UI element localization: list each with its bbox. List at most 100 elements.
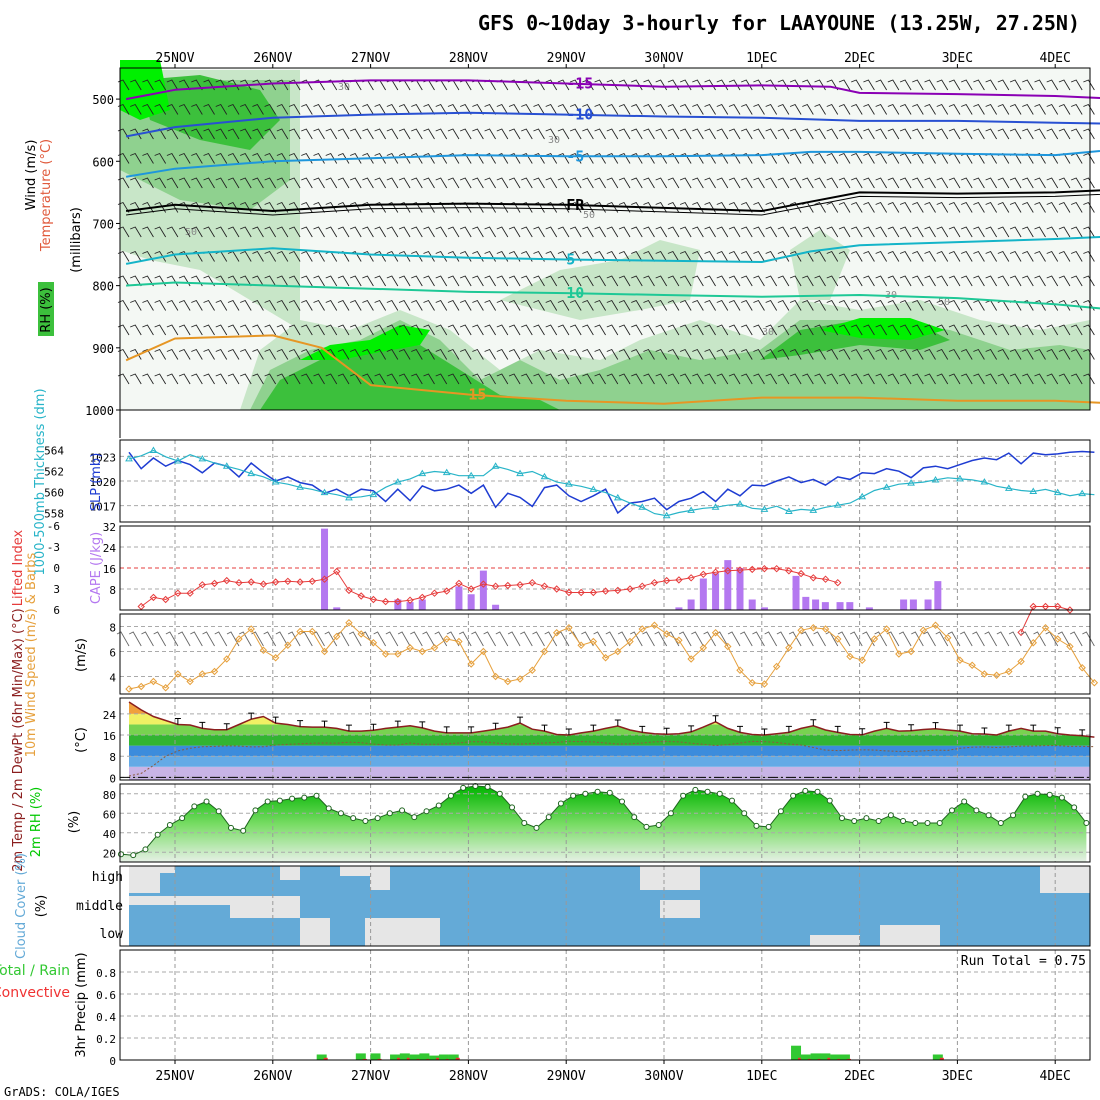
wind-barb: [961, 250, 973, 262]
wind-barb: [851, 373, 863, 385]
wind-barb-10m: [495, 631, 509, 647]
wind-barb: [386, 324, 399, 336]
wind-barb: [130, 79, 142, 91]
temp-minmax-marker: [712, 715, 719, 722]
wind-barb: [667, 103, 680, 115]
wind-barb: [203, 201, 215, 213]
rh-point: [594, 788, 601, 795]
wind-barb: [264, 201, 277, 213]
wind-barb: [1083, 324, 1095, 336]
rh-point: [227, 824, 234, 831]
wind-barb: [276, 177, 289, 189]
lifted-index-point: [418, 593, 426, 602]
slp-axis-title: SLP (mb): [89, 453, 104, 512]
wind-barb: [130, 324, 142, 336]
wind-barb: [533, 299, 545, 311]
wind-barb-10m: [935, 631, 949, 647]
rh-shading-lowlevel-green-1: [260, 345, 560, 410]
wind-barb: [374, 226, 387, 238]
wind-barb: [679, 275, 692, 287]
wind-barb: [618, 226, 631, 238]
wind-barb: [1058, 324, 1071, 336]
wind-barb: [838, 128, 851, 140]
wind-barb: [582, 250, 594, 262]
wind-barb: [484, 275, 496, 287]
wind-barb: [741, 275, 753, 287]
wind-barb: [912, 299, 924, 311]
wind-barb: [142, 103, 154, 115]
rh-point: [435, 802, 442, 809]
wind-barb: [288, 324, 301, 336]
wind-barb: [191, 177, 203, 189]
wind-barb: [973, 250, 985, 262]
bottom-date-label: 28NOV: [449, 1069, 488, 1084]
wind-barb: [288, 299, 301, 311]
wind-barb: [765, 299, 778, 311]
wind-barb: [643, 373, 655, 385]
wind-barb-10m: [263, 631, 277, 647]
thickness-point: [198, 454, 207, 462]
cape-bar: [934, 581, 942, 610]
lifted-index-point: [223, 576, 231, 585]
wind-speed-point: [369, 639, 378, 647]
wind-barb: [459, 324, 472, 336]
wind-barb: [569, 128, 582, 140]
wind-barb: [875, 373, 888, 385]
slp-tick-label: 1023: [90, 451, 117, 464]
wind-barb: [802, 324, 814, 336]
wind-barb: [753, 128, 765, 140]
rh-point: [936, 820, 943, 826]
lifted-index-point: [516, 581, 524, 589]
wind-barb: [789, 348, 802, 360]
run-total-annotation: Run Total = 0.75: [961, 954, 1086, 969]
rh-point: [1083, 820, 1090, 826]
top-date-label: 26NOV: [253, 51, 292, 66]
wind-tick-label: 6: [109, 647, 116, 660]
wind-barb: [362, 226, 374, 238]
wind-barb: [606, 226, 619, 238]
wind-barb: [362, 152, 374, 164]
wind-barb: [569, 250, 582, 262]
precip-convective-bar: [827, 1057, 832, 1060]
precip-axis-title: 3hr Precip (mm): [74, 952, 89, 1057]
wind-barb: [582, 177, 594, 189]
rh-point: [374, 815, 381, 822]
wind-barb: [521, 373, 533, 385]
wind-barb: [508, 128, 521, 140]
wind-barb-10m: [324, 631, 338, 647]
wind-barb-10m: [874, 631, 888, 647]
wind-barb: [484, 324, 496, 336]
wind-barb: [227, 177, 240, 189]
wind-barb-10m: [532, 631, 545, 647]
wind-barb: [741, 177, 753, 189]
credit-label: GrADS: COLA/IGES: [4, 1085, 120, 1099]
wind-barb: [1070, 348, 1083, 360]
wind-barb: [667, 128, 680, 140]
wind-barb: [569, 103, 582, 115]
wind-barb: [838, 275, 851, 287]
wind-barb: [178, 177, 191, 189]
wind-barb: [252, 275, 264, 287]
wind-barb: [227, 128, 240, 140]
precip-legend-convective: Convective: [0, 985, 70, 1001]
wind-speed-point: [1066, 642, 1074, 651]
wind-barb: [313, 348, 325, 360]
wind-barb: [386, 177, 399, 189]
lifted-index-point: [259, 580, 268, 588]
wind-barb: [667, 275, 680, 287]
wind-barb-10m: [300, 631, 313, 647]
wind-barb: [288, 79, 301, 91]
wind-barb: [704, 348, 716, 360]
wind-barb: [863, 177, 875, 189]
wind-barb: [215, 373, 228, 385]
wind-barb: [936, 226, 949, 238]
lifted-index-point: [785, 567, 793, 575]
wind-barb: [924, 103, 936, 115]
wind-barb: [887, 275, 900, 287]
cloud-axis-title: Cloud Cover (%): [14, 853, 29, 959]
wind-barb: [325, 103, 338, 115]
wind-barb: [154, 348, 167, 360]
temp-minmax-marker: [565, 728, 572, 736]
wind-barb: [569, 79, 582, 91]
wind-barb-10m: [947, 631, 961, 647]
